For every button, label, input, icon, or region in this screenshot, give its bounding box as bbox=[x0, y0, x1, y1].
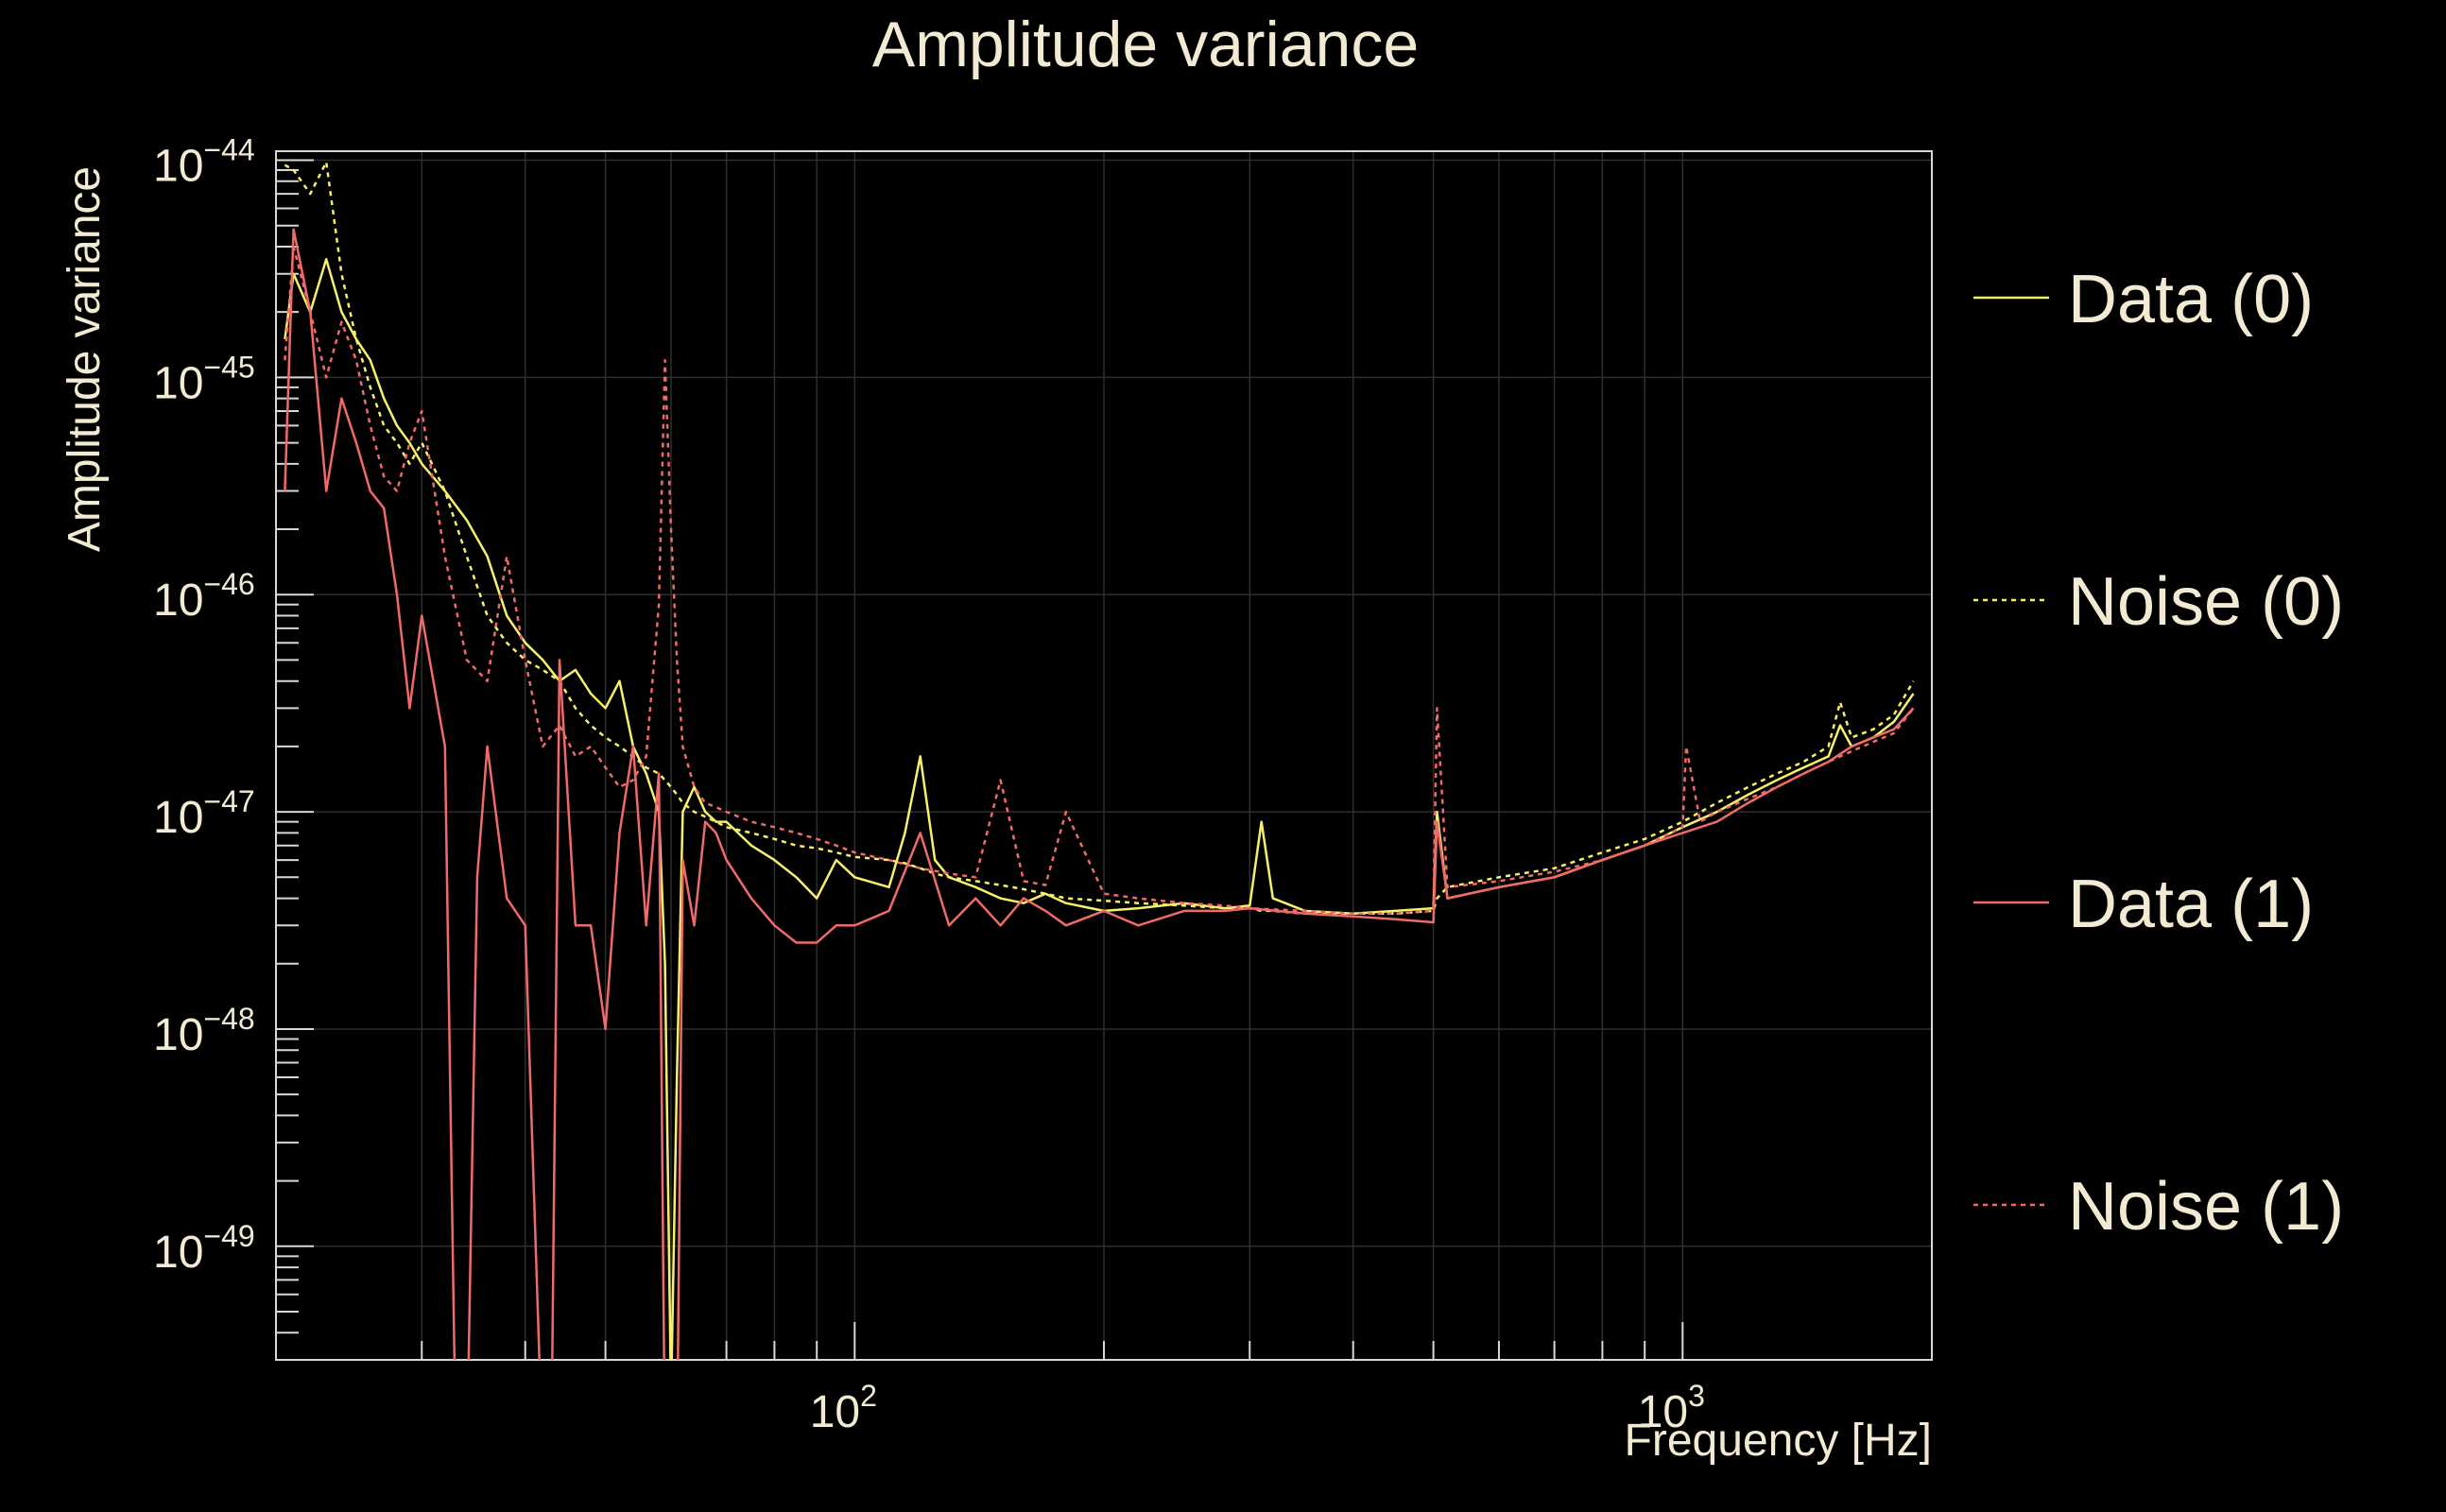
legend-label-1: Noise (0) bbox=[2068, 564, 2344, 640]
series-line-2 bbox=[284, 228, 1915, 1360]
y-tick-label: 10−48 bbox=[153, 1002, 255, 1060]
x-tick-label: 102 bbox=[810, 1379, 877, 1437]
x-tick-labels: 102 103 bbox=[810, 1379, 1705, 1437]
y-tick-label: 10−45 bbox=[153, 350, 255, 408]
x-tick-label: 103 bbox=[1638, 1379, 1705, 1437]
legend-label-0: Data (0) bbox=[2068, 262, 2314, 337]
series-line-1 bbox=[284, 161, 1915, 916]
y-axis-label: Amplitude variance bbox=[60, 166, 110, 552]
series-layer bbox=[284, 161, 1915, 1360]
legend-label-3: Noise (1) bbox=[2068, 1169, 2344, 1245]
y-tick-label: 10−46 bbox=[153, 567, 255, 626]
legend: Data (0) Noise (0) Data (1) Noise (1) bbox=[1973, 262, 2344, 1245]
legend-label-2: Data (1) bbox=[2068, 867, 2314, 942]
x-axis-label: Frequency [Hz] bbox=[1625, 1416, 1932, 1466]
series-line-3 bbox=[284, 245, 1915, 916]
chart-title: Amplitude variance bbox=[872, 9, 1419, 80]
y-tick-label: 10−49 bbox=[153, 1219, 255, 1278]
y-tick-labels: 10−44 10−45 10−46 10−47 10−48 10−49 bbox=[153, 133, 255, 1278]
grid bbox=[275, 151, 1933, 1360]
y-tick-label: 10−44 bbox=[153, 133, 255, 192]
axis-ticks bbox=[275, 159, 1933, 1361]
y-tick-label: 10−47 bbox=[153, 784, 255, 843]
